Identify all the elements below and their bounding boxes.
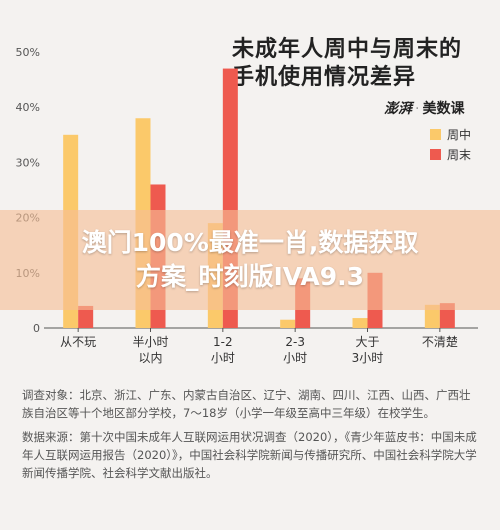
- x-tick-label: 不清楚: [422, 335, 458, 349]
- legend-label-weekday: 周中: [447, 127, 472, 142]
- promo-overlay-banner: 澳门100%最准一肖,数据获取 方案_时刻版IVA9.3: [0, 210, 500, 310]
- y-tick-label: 50%: [16, 46, 40, 59]
- legend-item-weekend: 周末: [430, 144, 471, 164]
- overlay-text-line-2: 方案_时刻版IVA9.3: [135, 262, 365, 291]
- bar-weekday: [352, 318, 368, 328]
- x-tick-label: 小时: [283, 351, 307, 365]
- y-tick-label: 0: [33, 322, 40, 335]
- x-tick-label: 以内: [138, 351, 162, 365]
- bar-weekday: [280, 319, 296, 328]
- legend-item-weekday: 周中: [430, 124, 471, 144]
- brand-logo: 澎湃 · 美数课: [384, 98, 464, 118]
- legend-label-weekend: 周末: [447, 147, 472, 162]
- y-tick-label: 30%: [16, 156, 40, 169]
- brand-name: 澎湃: [384, 101, 412, 117]
- legend-swatch-weekday: [430, 128, 441, 140]
- brand-separator: ·: [415, 101, 420, 117]
- title-line-2: 手机使用情况差异: [232, 65, 417, 90]
- title-line-1: 未成年人周中与周末的: [232, 37, 463, 62]
- x-tick-label: 小时: [211, 351, 235, 365]
- survey-note: 调查对象：北京、浙江、广东、内蒙古自治区、辽宁、湖南、四川、江西、山西、广西壮族…: [22, 388, 471, 420]
- chart-legend: 周中 周末: [430, 124, 471, 164]
- brand-sub: 美数课: [422, 101, 465, 117]
- x-tick-label: 大于: [355, 335, 379, 349]
- chart-notes: 调查对象：北京、浙江、广东、内蒙古自治区、辽宁、湖南、四川、江西、山西、广西壮族…: [22, 386, 478, 488]
- bar-weekday: [424, 304, 440, 328]
- y-tick-label: 40%: [16, 101, 40, 114]
- x-tick-label: 1-2: [213, 335, 233, 349]
- x-tick-label: 从不玩: [60, 335, 96, 349]
- x-tick-label: 2-3: [285, 335, 305, 349]
- x-tick-label: 半小时: [132, 335, 168, 349]
- overlay-text-line-1: 澳门100%最准一肖,数据获取: [81, 228, 419, 257]
- bar-chart: 010%20%30%40%50%从不玩半小时以内1-2小时2-3小时大于3小时不…: [16, 46, 478, 365]
- x-tick-label: 3小时: [352, 351, 384, 365]
- source-note: 数据来源：第十次中国未成年人互联网运用状况调查（2020），《青少年蓝皮书：中国…: [22, 430, 477, 480]
- page-title: 未成年人周中与周末的 手机使用情况差异: [232, 36, 487, 92]
- legend-swatch-weekend: [430, 148, 441, 160]
- bar-weekend: [78, 305, 94, 328]
